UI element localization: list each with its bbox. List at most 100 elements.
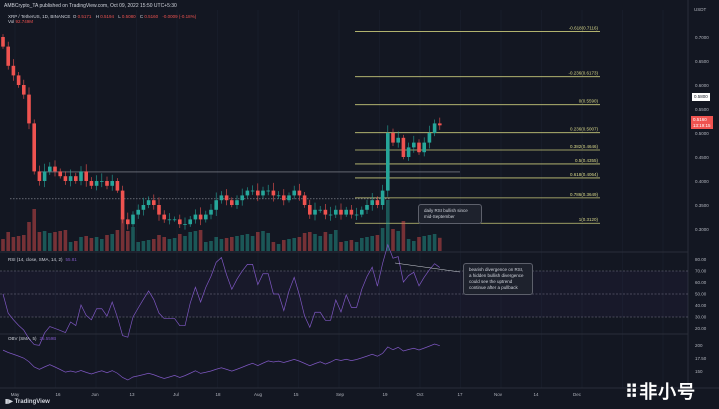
candle-body xyxy=(89,181,94,186)
volume-bar xyxy=(68,242,73,251)
obv-legend[interactable]: OBV (SMA, 5) 25.559B xyxy=(8,336,56,341)
volume-bar xyxy=(100,239,104,251)
time-tick-label: May xyxy=(11,392,20,397)
candle-body xyxy=(276,195,281,197)
high-label: H xyxy=(95,14,99,19)
open-label: O xyxy=(72,14,77,19)
volume-bar xyxy=(48,233,52,251)
volume-bar xyxy=(396,231,400,251)
volume-bar xyxy=(256,232,260,251)
volume-bar xyxy=(136,242,140,251)
change-value: -0.0009 (-0.18%) xyxy=(162,14,197,19)
fib-level-label: 0.618(0.4064) xyxy=(570,172,599,177)
rsi-annotation[interactable]: bearish divergence on RSI, a hidden bull… xyxy=(463,263,533,295)
candle-body xyxy=(245,190,250,196)
symbol-name[interactable]: XRP / TetherUS, 1D, BINANCE xyxy=(8,14,71,19)
volume-bar xyxy=(422,236,426,251)
volume-bar xyxy=(417,237,421,251)
time-tick-label: Jul xyxy=(173,392,179,397)
volume-bar xyxy=(198,230,203,251)
volume-bar xyxy=(391,229,395,251)
volume-bar xyxy=(334,230,338,251)
volume-bar xyxy=(53,232,57,251)
candle-body xyxy=(354,214,359,216)
candle-body xyxy=(84,171,88,181)
candle-body xyxy=(438,123,442,126)
time-tick-label: Dec xyxy=(573,392,582,397)
candle-body xyxy=(188,219,192,225)
candle-body xyxy=(110,181,114,186)
candle-body xyxy=(198,214,203,220)
volume-bar xyxy=(266,233,270,251)
volume-bar xyxy=(84,236,88,251)
candle-body xyxy=(94,181,99,186)
price-tick-label: 0.7000 xyxy=(695,35,709,40)
candle-body xyxy=(344,209,348,215)
tradingview-logo[interactable]: ▮▶ TradingView xyxy=(5,398,50,405)
obv-line xyxy=(2,343,440,381)
low-value: 0.5080 xyxy=(121,14,136,19)
candle-body xyxy=(16,75,21,85)
volume-bar xyxy=(63,230,68,251)
price-annotation[interactable]: daily RSI bullish since mid-September xyxy=(418,204,482,224)
rsi-line xyxy=(2,243,441,346)
candle-body xyxy=(406,147,411,157)
candle-body xyxy=(308,205,312,215)
candle-body xyxy=(178,219,182,225)
close-value: 0.5160 xyxy=(144,14,159,19)
candle-body xyxy=(313,209,317,215)
price-tick-label: 0.3500 xyxy=(695,203,709,208)
volume-value: 92.749M xyxy=(15,19,34,24)
fib-level-label: 0.382(0.4646) xyxy=(570,144,599,149)
candle-body xyxy=(58,171,62,177)
candle-body xyxy=(360,209,364,215)
candle-body xyxy=(37,171,42,181)
candle-body xyxy=(370,200,374,205)
rsi-legend[interactable]: RSI (14, close, SMA, 14, 2) 55.81 xyxy=(8,257,77,262)
candle-body xyxy=(432,123,437,133)
volume-bar xyxy=(214,237,218,251)
candle-body xyxy=(79,171,83,181)
candle-body xyxy=(209,209,213,215)
volume-bar xyxy=(360,238,364,251)
candle-body xyxy=(256,190,260,196)
candle-body xyxy=(240,195,244,201)
volume-bar xyxy=(224,238,229,251)
last-price-tag: 0.5160 13:19:15 xyxy=(691,116,713,129)
high-value: 0.5194 xyxy=(100,14,114,19)
candle-body xyxy=(11,65,16,76)
candle-body xyxy=(250,190,255,192)
volume-bar xyxy=(120,217,125,251)
volume-bar xyxy=(287,239,291,251)
volume-bar xyxy=(162,237,166,251)
watermark: ⠿非小号 xyxy=(625,382,696,402)
volume-bar xyxy=(115,230,120,251)
volume-bar xyxy=(292,238,296,251)
candle-body xyxy=(401,137,406,157)
tv-logo-icon: ▮▶ xyxy=(5,399,13,405)
volume-bar xyxy=(146,240,151,251)
open-value: 0.5171 xyxy=(77,14,92,19)
volume-bar xyxy=(354,242,359,251)
volume-bar xyxy=(344,241,348,251)
volume-bar xyxy=(74,241,78,251)
candle-body xyxy=(183,224,187,225)
candle-body xyxy=(100,181,104,182)
candle-body xyxy=(271,190,276,196)
candle-body xyxy=(63,176,68,181)
rsi-band xyxy=(0,271,688,317)
volume-bar xyxy=(261,231,265,251)
obv-label: OBV (SMA, 5) xyxy=(8,336,37,341)
rsi-tick-label: 50.00 xyxy=(695,292,707,297)
brand-name: TradingView xyxy=(14,399,50,405)
candle-body xyxy=(42,171,47,181)
time-tick-label: Nov xyxy=(494,392,503,397)
candle-body xyxy=(287,195,291,201)
volume-bar xyxy=(282,240,286,251)
volume-bar xyxy=(183,236,187,251)
volume-label: Vol xyxy=(8,19,15,24)
candle-body xyxy=(302,195,307,205)
volume-bar xyxy=(339,242,343,251)
candle-body xyxy=(126,219,130,225)
